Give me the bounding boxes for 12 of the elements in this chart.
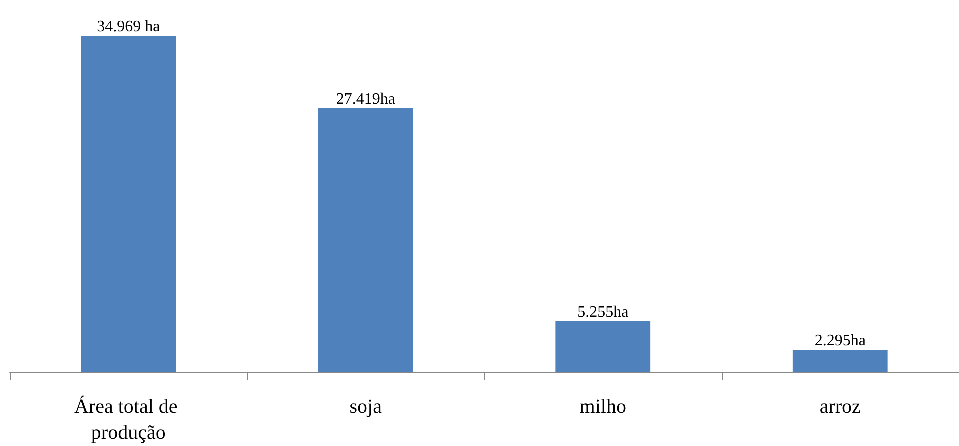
x-tick-label: Área total de produção [74,395,183,444]
data-label: 2.295ha [814,332,866,350]
bar [318,108,414,372]
x-tick-label: arroz [820,396,862,418]
data-label: 5.255ha [578,304,629,322]
data-label: 34.969 ha [97,18,160,36]
bar [81,36,176,372]
x-tick-label: milho [580,396,626,418]
data-label: 27.419ha [336,91,396,108]
bar [792,350,888,372]
x-tick-label: soja [350,396,382,418]
bar [556,322,651,372]
